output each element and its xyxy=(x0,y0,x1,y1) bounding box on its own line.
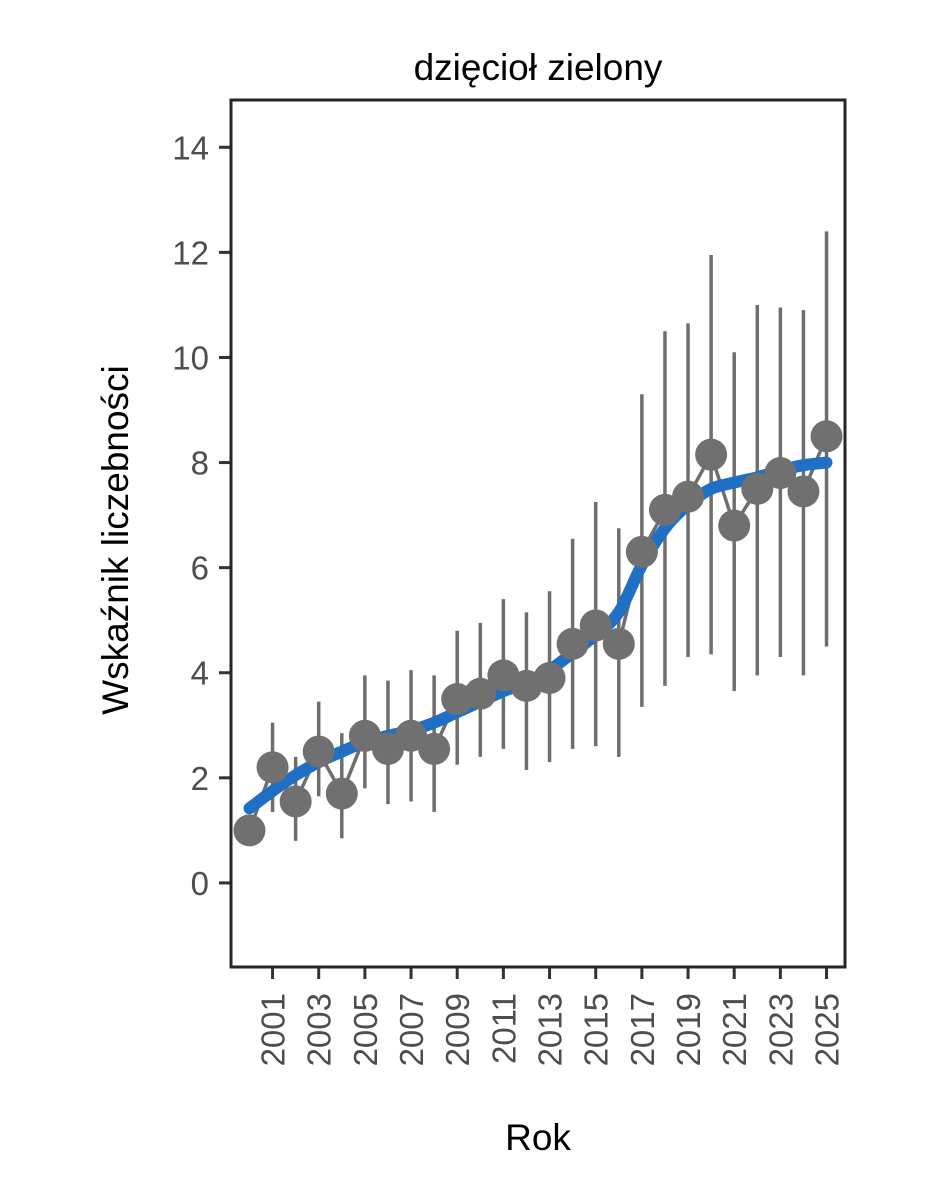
y-axis-ticks: 0 2 4 6 8 10 12 14 xyxy=(172,129,231,902)
y-tick-label: 14 xyxy=(172,129,209,166)
data-point xyxy=(764,457,797,490)
data-point xyxy=(625,535,658,568)
data-point xyxy=(556,627,589,660)
data-point xyxy=(672,480,705,513)
data-points xyxy=(233,420,843,847)
data-point xyxy=(695,438,728,471)
panel-border xyxy=(229,98,847,969)
data-point xyxy=(302,735,335,768)
data-point xyxy=(579,609,612,642)
x-tick-label: 2003 xyxy=(301,993,338,1066)
x-tick-label: 2019 xyxy=(670,993,707,1066)
x-tick-label: 2009 xyxy=(439,993,476,1066)
y-tick-label: 6 xyxy=(191,550,209,587)
data-point xyxy=(418,732,451,765)
y-tick-label: 4 xyxy=(191,655,209,692)
x-tick-label: 2021 xyxy=(716,993,753,1066)
data-point xyxy=(256,751,289,784)
data-point xyxy=(810,420,843,453)
x-axis-ticks: 2001 2003 2005 2007 2009 2011 2013 2015 2017 2019… xyxy=(255,967,846,1066)
connecting-line xyxy=(247,435,829,831)
x-tick-label: 2017 xyxy=(624,993,661,1066)
y-tick-label: 8 xyxy=(191,445,209,482)
x-tick-label: 2023 xyxy=(762,993,799,1066)
x-axis-title: Rok xyxy=(505,1117,571,1158)
data-point xyxy=(741,472,774,505)
y-axis-title: Wskaźnik liczebności xyxy=(95,365,136,715)
data-point xyxy=(602,627,635,660)
x-tick-label: 2007 xyxy=(393,993,430,1066)
data-point xyxy=(718,509,751,542)
data-point xyxy=(787,475,820,508)
y-tick-label: 0 xyxy=(191,865,209,902)
x-tick-label: 2015 xyxy=(578,993,615,1066)
x-tick-label: 2001 xyxy=(255,993,292,1066)
x-tick-label: 2025 xyxy=(809,993,846,1066)
x-tick-label: 2011 xyxy=(485,993,522,1064)
y-tick-label: 12 xyxy=(172,234,209,271)
data-point xyxy=(464,677,497,710)
x-tick-label: 2013 xyxy=(532,993,569,1066)
data-point xyxy=(279,785,312,818)
y-tick-label: 2 xyxy=(191,760,209,797)
data-point xyxy=(233,814,266,847)
x-tick-label: 2005 xyxy=(347,993,384,1066)
y-tick-label: 10 xyxy=(172,339,209,376)
data-point xyxy=(325,777,358,810)
data-point xyxy=(533,662,566,694)
chart-title: dzięcioł zielony xyxy=(414,47,663,88)
